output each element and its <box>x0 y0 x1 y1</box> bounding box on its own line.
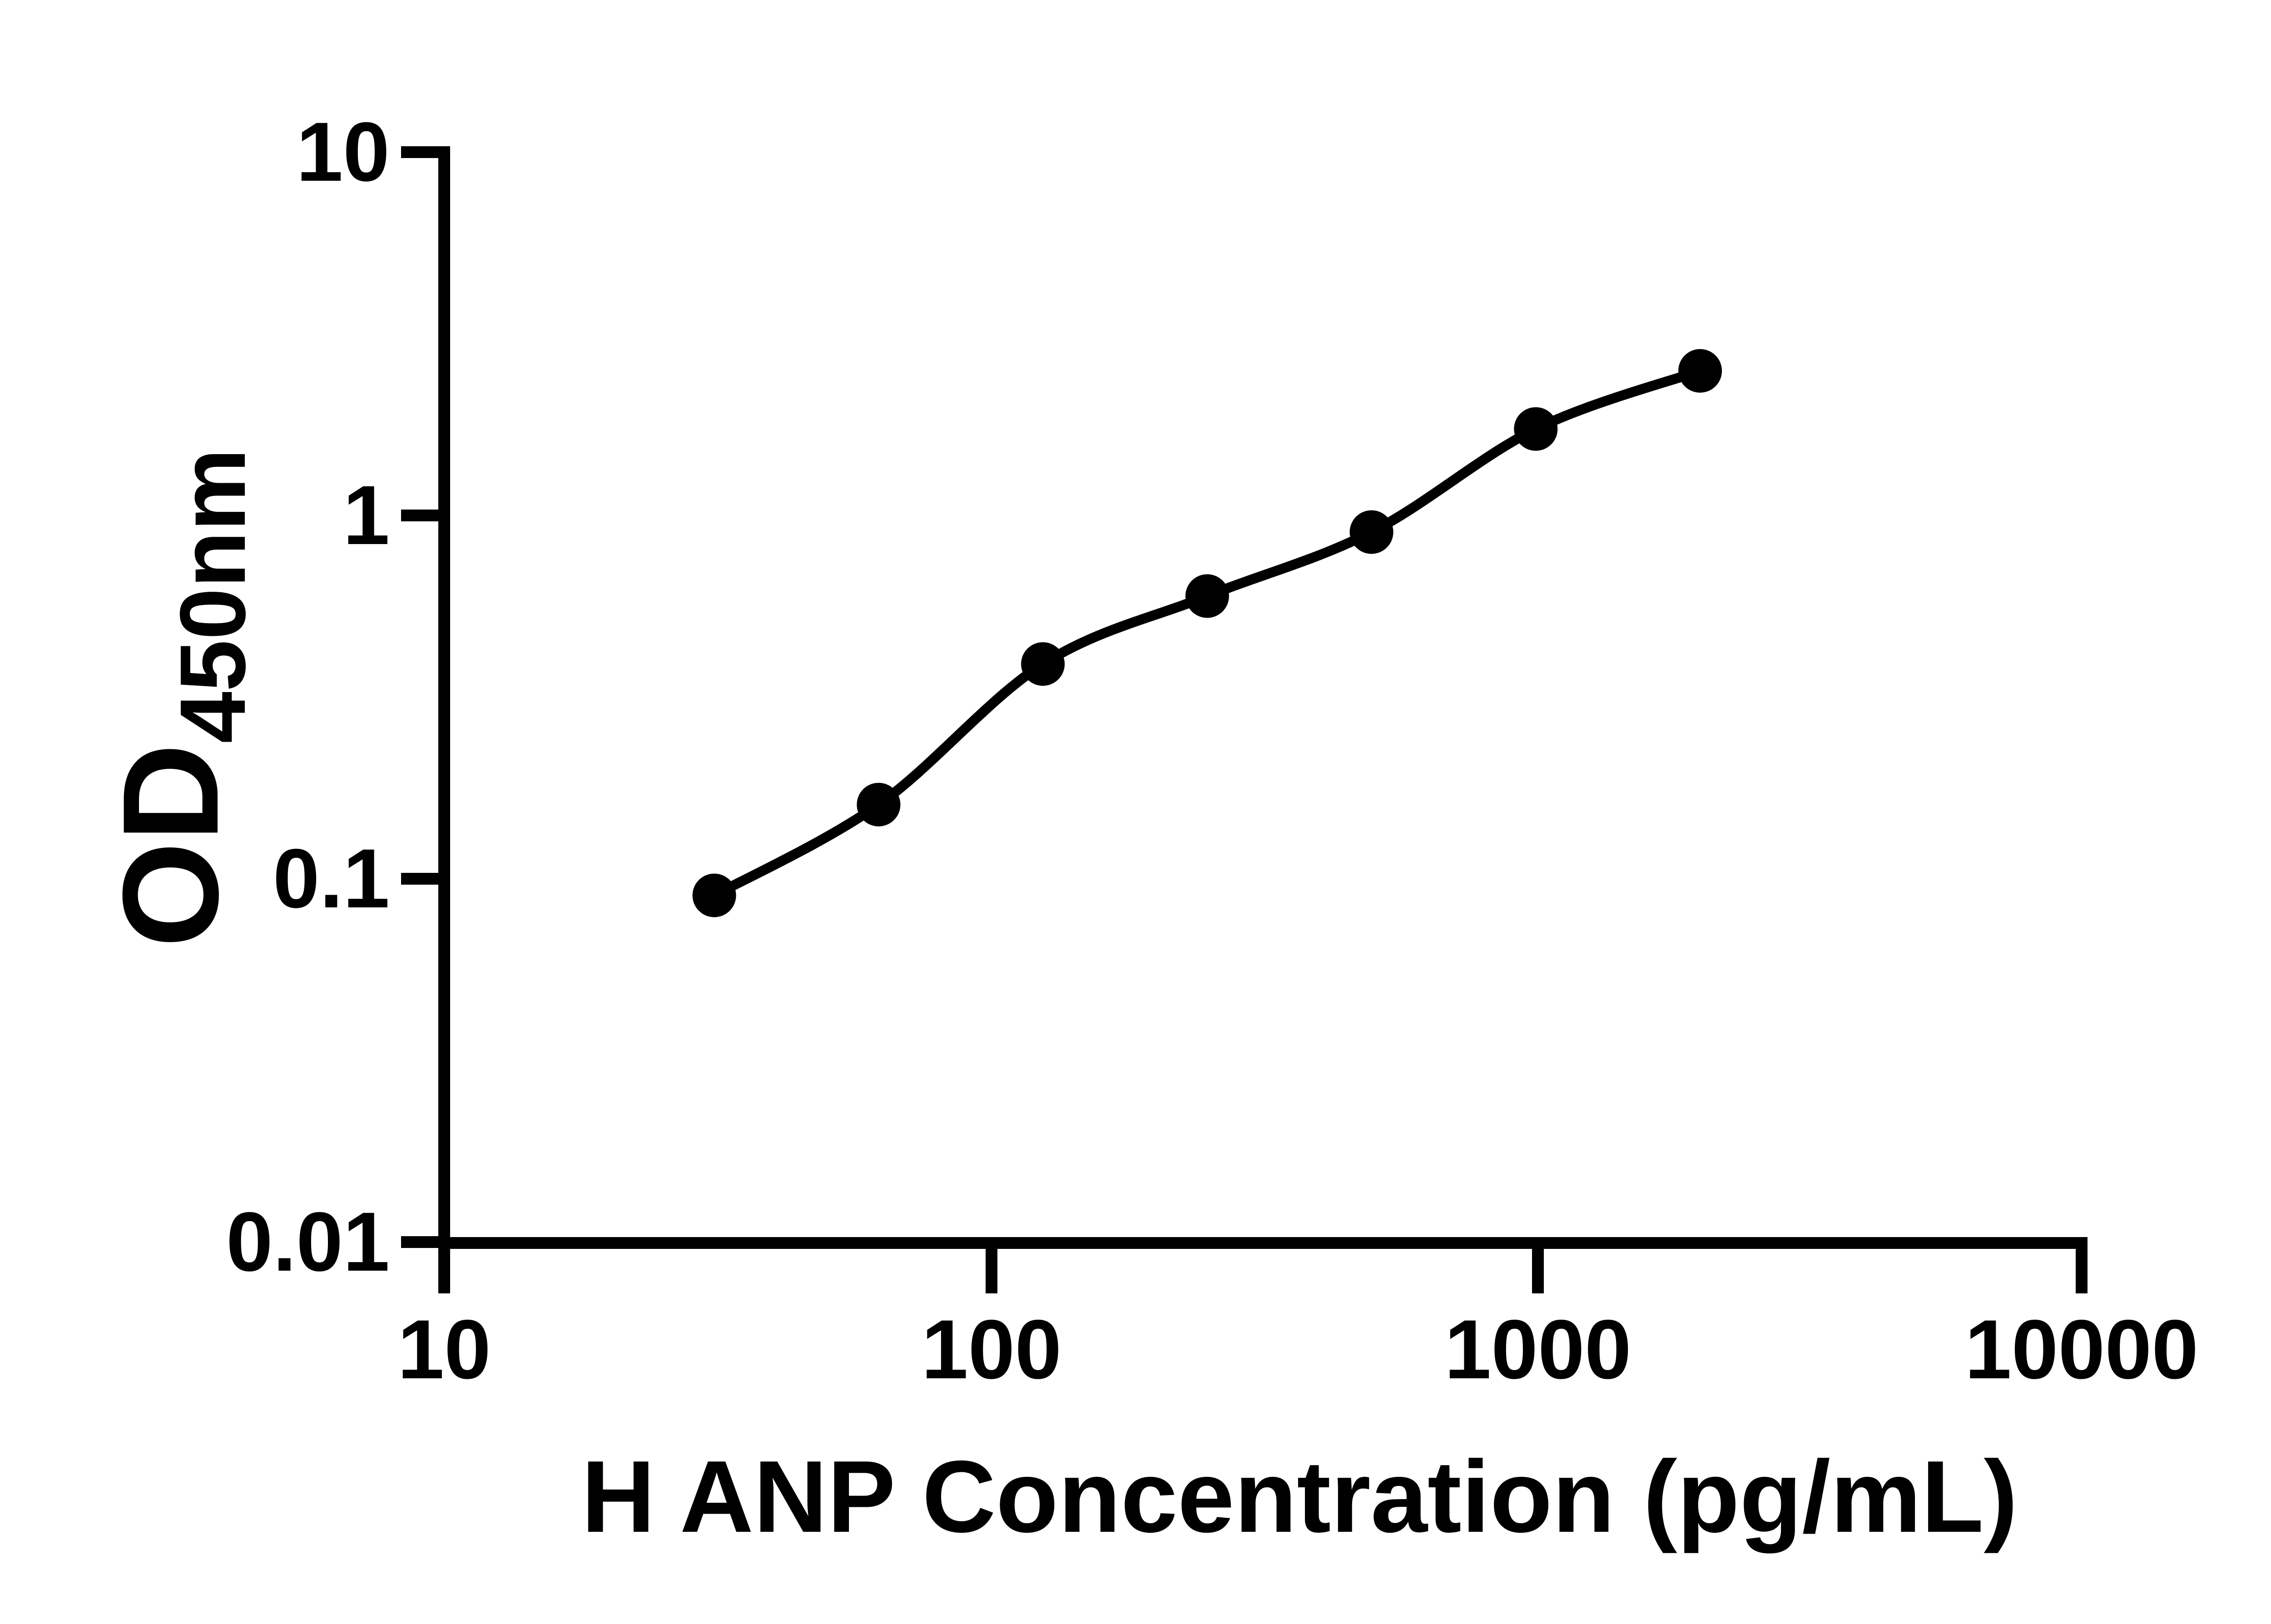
y-axis-title: OD450nm <box>94 244 265 1152</box>
data-point-marker <box>692 873 736 917</box>
x-tick-label-10000: 10000 <box>1964 1303 2199 1396</box>
x-axis-title: H ANP Concentration (pg/mL) <box>581 1439 2018 1554</box>
y-tick-label-1: 1 <box>343 469 390 562</box>
data-point-marker <box>857 782 901 827</box>
data-point-marker <box>1349 510 1393 554</box>
data-point-marker <box>1021 642 1065 686</box>
y-tick-label-10: 10 <box>296 105 390 199</box>
x-tick-label-1000: 1000 <box>1444 1303 1631 1396</box>
y-axis-title-subscript: 450nm <box>161 448 265 743</box>
y-axis-title-main: OD <box>94 743 247 948</box>
y-tick-label-0.01: 0.01 <box>226 1195 390 1289</box>
x-tick-label-100: 100 <box>921 1303 1062 1396</box>
y-tick-label-0.1: 0.1 <box>273 832 390 926</box>
data-point-marker <box>1514 407 1558 451</box>
x-tick-label-10: 10 <box>397 1303 491 1396</box>
data-point-marker <box>1678 349 1722 393</box>
data-point-marker <box>1185 574 1229 618</box>
